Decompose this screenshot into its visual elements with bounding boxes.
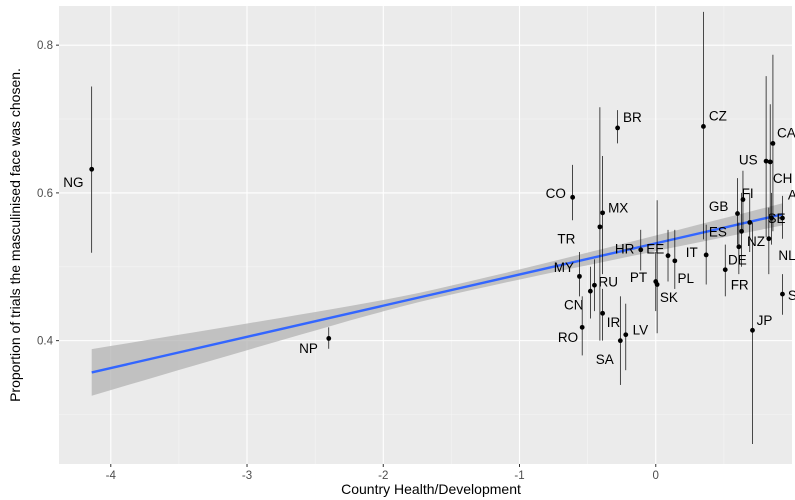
point-sg (780, 291, 785, 297)
label-cn: CN (564, 297, 584, 312)
point-fr (722, 267, 728, 273)
label-de: DE (728, 252, 747, 267)
point-labels: NG NP BR CZ CA US CH CO FI MX GB AUSENZ TR ES NL HR EE IT… (63, 108, 795, 367)
point-sk (654, 282, 660, 287)
point-se (769, 215, 774, 221)
x-tick-label: -4 (106, 470, 117, 482)
label-tr: TR (557, 232, 575, 247)
point-sa (617, 338, 623, 344)
point-ng (89, 166, 95, 172)
point-us (763, 158, 769, 164)
label-nl: NL (778, 248, 795, 263)
point-ch (767, 159, 773, 165)
label-fi: FI (742, 186, 754, 201)
point-au (780, 215, 785, 221)
label-au: AU (788, 187, 795, 202)
x-tick-label: 0 (653, 470, 659, 482)
point-cn (587, 288, 593, 294)
label-sa: SA (596, 352, 614, 367)
point-cz (701, 124, 706, 129)
label-ng: NG (63, 175, 83, 190)
point-ca (770, 141, 776, 146)
label-sk: SK (660, 290, 678, 305)
y-axis-title: Proportion of trials the masculinised fa… (7, 68, 23, 402)
point-gb (735, 211, 740, 216)
minor-gridlines (59, 6, 792, 464)
label-se: SE (767, 211, 785, 226)
label-np: NP (299, 341, 318, 356)
regression-line (91, 213, 783, 374)
point-nl (766, 236, 772, 242)
x-tick-label: -1 (514, 470, 524, 482)
label-ch: CH (773, 171, 793, 186)
regression-fit-line (91, 213, 783, 374)
label-nz: NZ (747, 234, 765, 249)
label-lv: LV (633, 323, 649, 338)
point-tr (597, 224, 603, 230)
point-ee (665, 253, 671, 259)
x-axis-title: Country Health/Development (341, 481, 521, 497)
label-ee: EE (646, 241, 664, 256)
label-ro: RO (558, 330, 578, 345)
y-axis-ticks: 0.4 0.6 0.8 (37, 40, 59, 348)
label-us: US (739, 153, 758, 168)
label-hr: HR (615, 241, 635, 256)
label-cz: CZ (709, 108, 727, 123)
label-ru: RU (599, 275, 619, 290)
x-axis-ticks: -4 -3 -2 -1 0 (106, 464, 659, 482)
point-br (615, 125, 621, 131)
point-ro (579, 324, 585, 330)
label-fr: FR (731, 277, 749, 292)
x-tick-label: -3 (242, 470, 252, 482)
point-my (577, 273, 582, 279)
point-de (736, 244, 742, 250)
label-ir: IR (607, 315, 621, 330)
data-points (89, 124, 785, 344)
label-my: MY (554, 260, 574, 275)
label-ca: CA (777, 125, 795, 140)
point-nz (747, 220, 753, 225)
point-hr (638, 247, 644, 253)
y-tick-label: 0.6 (37, 188, 53, 200)
confidence-band (91, 203, 783, 396)
point-lv (623, 332, 629, 338)
point-fi (740, 197, 746, 202)
label-it: IT (686, 245, 698, 260)
x-tick-label: -2 (378, 470, 388, 482)
label-pl: PL (678, 271, 695, 286)
point-it (703, 252, 709, 258)
label-co: CO (546, 186, 566, 201)
label-sg: SG (788, 288, 795, 303)
confidence-band-area (91, 203, 783, 396)
point-ru (592, 282, 597, 288)
point-pl (672, 258, 678, 264)
label-pt: PT (630, 270, 647, 285)
point-mx (600, 210, 606, 216)
point-ir (600, 310, 606, 316)
label-mx: MX (608, 201, 628, 216)
label-jp: JP (757, 313, 773, 328)
y-tick-label: 0.4 (37, 336, 54, 348)
point-np (326, 336, 332, 341)
label-br: BR (623, 110, 642, 125)
point-jp (750, 327, 755, 333)
point-es (739, 228, 744, 234)
y-tick-label: 0.8 (37, 40, 53, 52)
label-gb: GB (709, 199, 729, 214)
label-es: ES (709, 224, 727, 239)
point-co (570, 194, 576, 200)
